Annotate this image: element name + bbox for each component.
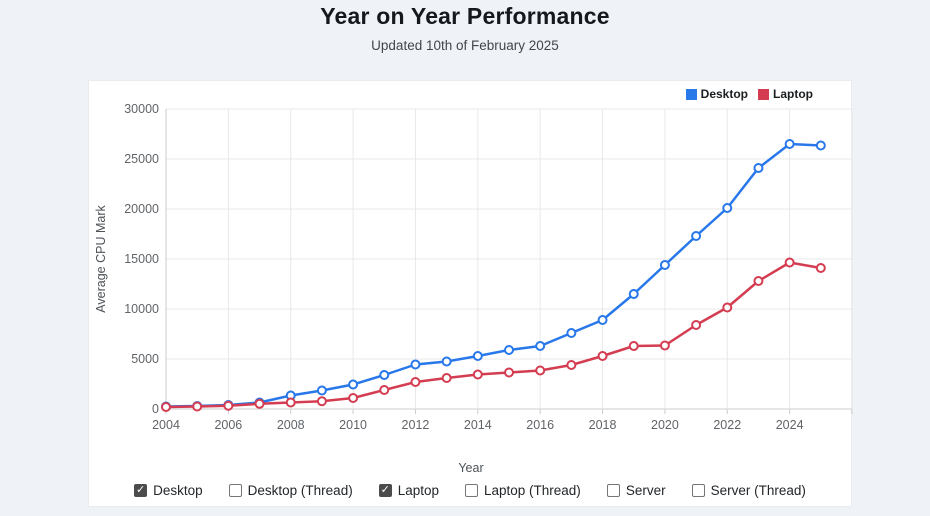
- laptop-point-2021[interactable]: [691, 320, 702, 330]
- laptop-point-2015[interactable]: [504, 367, 514, 378]
- chart-card: Desktop Laptop 0 5000 10000 15000 20000 25000…: [88, 80, 853, 507]
- y-tick-label: 0: [152, 402, 159, 416]
- desktop-point-2010[interactable]: [348, 379, 359, 390]
- desktop-point-2011[interactable]: [379, 370, 390, 380]
- series-layer: [161, 139, 826, 412]
- x-tick-label: 2010: [339, 418, 367, 432]
- x-tick-label: 2016: [526, 418, 554, 432]
- y-tick-label: 5000: [131, 352, 159, 366]
- desktop-point-2023[interactable]: [753, 163, 764, 173]
- laptop-point-2004[interactable]: [161, 402, 171, 412]
- x-tick-label: 2018: [589, 418, 617, 432]
- laptop-line: [165, 261, 822, 409]
- tick-label-layer: 0 5000 10000 15000 20000 25000 30000 2004 2006 20…: [124, 102, 803, 432]
- legend: Desktop Laptop: [685, 87, 813, 101]
- laptop-point-2011[interactable]: [379, 385, 390, 395]
- x-tick-label: 2012: [402, 418, 430, 432]
- desktop-point-2025[interactable]: [815, 140, 826, 151]
- laptop-point-2020[interactable]: [659, 340, 670, 351]
- x-tick-label: 2020: [651, 418, 679, 432]
- desktop-point-2017[interactable]: [566, 328, 577, 338]
- filter-label-server-thread: Server (Thread): [710, 483, 806, 498]
- y-tick-label: 30000: [124, 102, 159, 116]
- laptop-point-2007[interactable]: [254, 398, 265, 409]
- checkbox-checked-icon[interactable]: ✓: [134, 484, 148, 497]
- desktop-point-2016[interactable]: [535, 341, 546, 351]
- page-subtitle: Updated 10th of February 2025: [371, 38, 559, 53]
- chart-svg: 0 5000 10000 15000 20000 25000 30000 2004 2006 20…: [94, 102, 853, 475]
- desktop-point-2021[interactable]: [691, 231, 702, 241]
- desktop-point-2014[interactable]: [472, 351, 483, 361]
- checkbox-unchecked-icon[interactable]: [606, 484, 620, 497]
- laptop-point-2010[interactable]: [348, 393, 359, 403]
- filter-label-desktop-thread: Desktop (Thread): [247, 483, 353, 498]
- y-tick-label: 15000: [124, 252, 159, 266]
- laptop-point-2018[interactable]: [597, 351, 608, 361]
- laptop-point-2016[interactable]: [535, 365, 546, 376]
- filter-desktop[interactable]: ✓ Desktop: [134, 483, 203, 498]
- x-tick-label: 2008: [277, 418, 305, 432]
- filter-laptop[interactable]: ✓ Laptop: [378, 483, 439, 498]
- x-tick-label: 2022: [713, 418, 741, 432]
- filter-label-laptop: Laptop: [397, 483, 439, 498]
- y-tick-label: 10000: [124, 302, 159, 316]
- filter-laptop-thread[interactable]: Laptop (Thread): [465, 483, 581, 498]
- legend-label-laptop: Laptop: [773, 87, 813, 101]
- desktop-point-2009[interactable]: [316, 385, 327, 396]
- laptop-point-2005[interactable]: [192, 401, 203, 412]
- legend-item-laptop[interactable]: Laptop: [758, 87, 813, 101]
- legend-label-desktop: Desktop: [700, 87, 748, 101]
- laptop-point-2023[interactable]: [753, 276, 764, 286]
- x-tick-label: 2004: [152, 418, 180, 432]
- filter-server[interactable]: Server: [606, 483, 666, 498]
- checkbox-unchecked-icon[interactable]: [691, 484, 705, 497]
- laptop-series-swatch-icon: [758, 88, 769, 100]
- laptop-point-2017[interactable]: [566, 360, 577, 370]
- laptop-point-2006[interactable]: [223, 400, 234, 411]
- desktop-point-2019[interactable]: [628, 289, 639, 299]
- laptop-point-2008[interactable]: [285, 397, 296, 408]
- laptop-point-2014[interactable]: [472, 369, 483, 380]
- x-tick-label: 2024: [776, 418, 804, 432]
- page-title: Year on Year Performance: [320, 3, 610, 29]
- legend-item-desktop[interactable]: Desktop: [685, 87, 748, 101]
- y-axis-title: Average CPU Mark: [94, 205, 108, 313]
- filter-label-laptop-thread: Laptop (Thread): [484, 483, 581, 498]
- desktop-point-2018[interactable]: [597, 315, 608, 325]
- filter-label-desktop: Desktop: [153, 483, 203, 498]
- filter-row: ✓ Desktop Desktop (Thread) ✓ Laptop Laptop (T…: [89, 483, 851, 498]
- laptop-point-2024[interactable]: [784, 257, 795, 268]
- desktop-point-2024[interactable]: [784, 139, 795, 149]
- checkbox-unchecked-icon[interactable]: [228, 484, 242, 497]
- desktop-point-2013[interactable]: [441, 356, 452, 367]
- laptop-point-2025[interactable]: [815, 263, 826, 273]
- x-axis-title: Year: [458, 461, 483, 475]
- laptop-point-2019[interactable]: [628, 341, 639, 351]
- filter-server-thread[interactable]: Server (Thread): [691, 483, 806, 498]
- checkbox-unchecked-icon[interactable]: [465, 484, 478, 497]
- desktop-point-2022[interactable]: [722, 203, 733, 213]
- filter-label-server: Server: [625, 483, 666, 498]
- x-tick-label: 2006: [214, 418, 242, 432]
- filter-desktop-thread[interactable]: Desktop (Thread): [228, 483, 353, 498]
- laptop-point-2013[interactable]: [441, 373, 452, 383]
- laptop-point-2012[interactable]: [410, 377, 421, 387]
- y-tick-label: 20000: [124, 202, 159, 216]
- desktop-point-2012[interactable]: [410, 359, 421, 370]
- desktop-line: [165, 142, 821, 408]
- checkbox-checked-icon[interactable]: ✓: [378, 484, 392, 497]
- desktop-series-swatch-icon: [685, 88, 697, 100]
- x-tick-label: 2014: [464, 418, 492, 432]
- laptop-point-2009[interactable]: [316, 396, 327, 407]
- desktop-point-2020[interactable]: [659, 260, 670, 270]
- desktop-point-2015[interactable]: [504, 345, 514, 355]
- y-tick-label: 25000: [124, 152, 159, 166]
- laptop-point-2022[interactable]: [722, 302, 733, 313]
